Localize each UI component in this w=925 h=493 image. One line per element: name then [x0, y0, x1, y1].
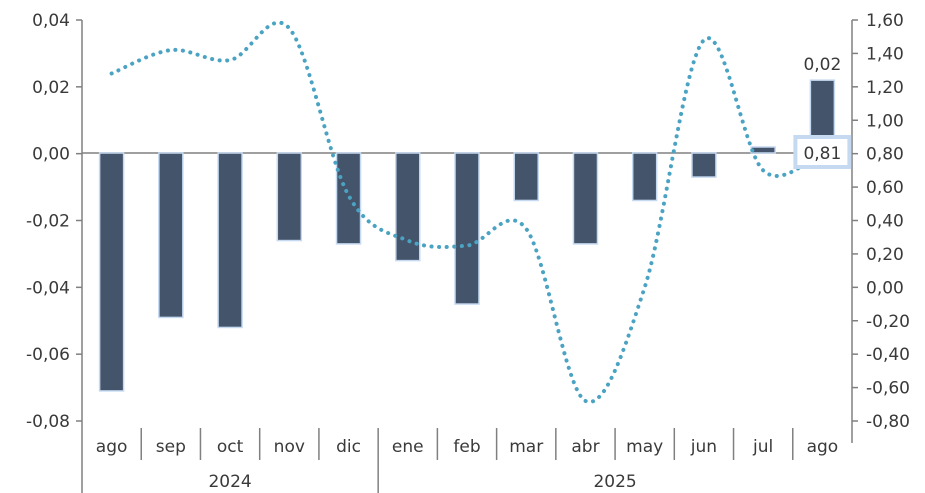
bar — [750, 146, 776, 154]
left-tick-label: -0,06 — [26, 345, 70, 365]
category-label: dic — [336, 437, 361, 457]
category-label: ago — [807, 437, 839, 457]
year-label: 2025 — [593, 472, 636, 492]
bar — [691, 152, 717, 178]
right-tick-label: 0,20 — [866, 245, 904, 265]
right-tick-label: 1,60 — [866, 11, 904, 31]
category-label: oct — [217, 437, 244, 457]
right-tick-label: 0,80 — [866, 145, 904, 165]
category-label: ene — [392, 437, 424, 457]
left-tick-label: 0,00 — [32, 145, 70, 165]
left-tick-label: 0,02 — [32, 78, 70, 98]
bar — [158, 152, 184, 319]
left-tick-label: -0,02 — [26, 212, 70, 232]
bar — [276, 152, 303, 242]
right-tick-label: -0,40 — [866, 345, 910, 365]
right-tick-label: -0,60 — [866, 379, 910, 399]
right-tick-label: 1,20 — [866, 78, 904, 98]
category-label: may — [626, 437, 663, 457]
line-data-label-box — [793, 134, 852, 169]
year-label: 2024 — [208, 472, 251, 492]
bar — [98, 152, 125, 392]
category-label: jun — [690, 437, 717, 457]
category-label: feb — [453, 437, 480, 457]
category-label: mar — [509, 437, 543, 457]
bar — [572, 152, 599, 245]
line-path — [109, 20, 825, 404]
category-label: ago — [96, 437, 128, 457]
right-tick-label: 0,00 — [866, 278, 904, 298]
right-tick-label: 1,00 — [866, 111, 904, 131]
line-series — [109, 20, 825, 404]
category-label: sep — [156, 437, 186, 457]
left-tick-label: -0,04 — [26, 278, 70, 298]
line-data-label: 0,81 — [803, 144, 841, 164]
right-tick-label: 0,40 — [866, 212, 904, 232]
left-tick-label: 0,04 — [32, 11, 70, 31]
labels: 0,02 0,81 — [793, 55, 852, 169]
axes: 0,04 0,02 0,00 -0,02 -0,04 -0,06 -0,08 1,60 1,40… — [26, 11, 910, 493]
right-tick-label: -0,80 — [866, 412, 910, 432]
bar — [454, 152, 480, 305]
bar — [631, 152, 658, 202]
bar-data-label: 0,02 — [803, 55, 841, 75]
right-tick-label: 1,40 — [866, 44, 904, 64]
right-tick-label: -0,20 — [866, 312, 910, 332]
bar-series — [98, 79, 836, 392]
category-label: nov — [274, 437, 305, 457]
category-label: jul — [752, 437, 773, 457]
bar — [217, 152, 243, 329]
bar — [513, 152, 539, 202]
left-tick-label: -0,08 — [26, 412, 70, 432]
category-label: abr — [571, 437, 599, 457]
right-tick-label: 0,60 — [866, 178, 904, 198]
